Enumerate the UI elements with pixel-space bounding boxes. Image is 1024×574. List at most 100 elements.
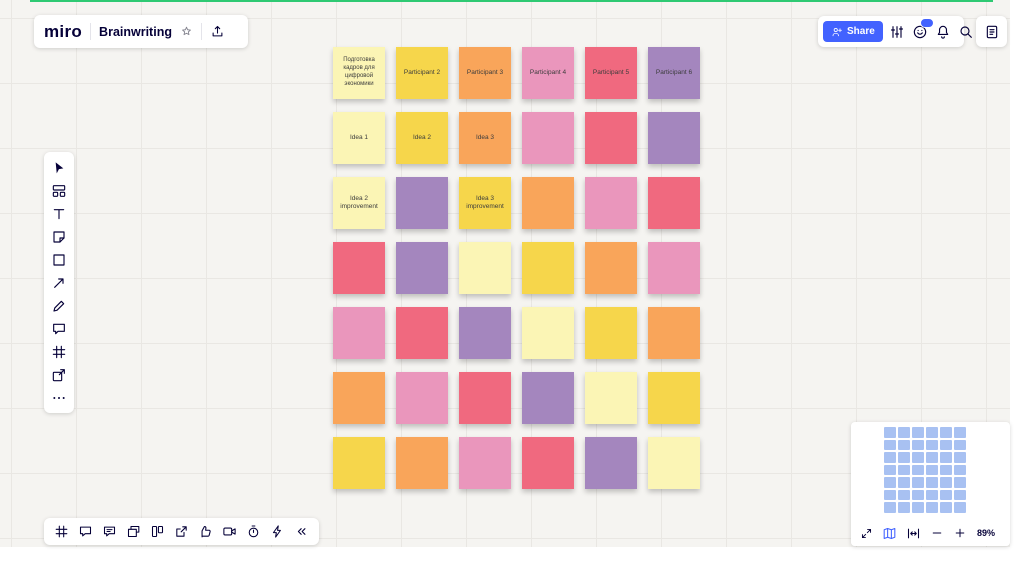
pen-tool-icon <box>51 298 67 314</box>
sticky-note[interactable] <box>522 177 574 229</box>
search-button[interactable] <box>955 21 977 43</box>
filter-views-button[interactable] <box>886 21 908 43</box>
collapse-toolbar-button[interactable] <box>293 523 310 540</box>
reactions-button[interactable] <box>197 523 214 540</box>
notifications-icon <box>935 24 951 40</box>
sticky-note[interactable] <box>459 372 511 424</box>
sticky-note[interactable] <box>396 177 448 229</box>
sticky-note[interactable]: Participant 3 <box>459 47 511 99</box>
zoom-in-icon[interactable] <box>953 526 967 540</box>
share-screen-button[interactable] <box>173 523 190 540</box>
minimap-cell <box>954 439 966 450</box>
fit-to-screen-icon[interactable] <box>906 526 921 541</box>
minimap-toggle-icon[interactable] <box>882 526 897 541</box>
sticky-note[interactable] <box>522 307 574 359</box>
sticky-note[interactable] <box>396 242 448 294</box>
cards-button[interactable] <box>149 523 166 540</box>
sticky-note[interactable] <box>333 437 385 489</box>
minimap-cell <box>926 464 938 475</box>
comments-panel-button[interactable] <box>101 523 118 540</box>
sticky-note[interactable]: Participant 6 <box>648 47 700 99</box>
video-chat-icon <box>222 524 237 539</box>
sticky-note[interactable] <box>585 177 637 229</box>
sticky-note[interactable] <box>648 112 700 164</box>
comment-tool-icon <box>51 321 67 337</box>
pen-tool-button[interactable] <box>47 297 71 314</box>
export-board-icon[interactable] <box>210 24 225 39</box>
sticky-note[interactable]: Participant 5 <box>585 47 637 99</box>
minimap-cell <box>884 489 896 500</box>
sticky-note[interactable] <box>333 242 385 294</box>
sticky-note[interactable] <box>585 372 637 424</box>
connection-line-tool-button[interactable] <box>47 274 71 291</box>
minimap-cell <box>954 452 966 463</box>
sticky-note[interactable] <box>396 372 448 424</box>
minimap-cell <box>912 439 924 450</box>
reactions-icon <box>198 524 213 539</box>
sticky-note[interactable]: Idea 3 <box>459 112 511 164</box>
comments-panel-icon <box>102 524 117 539</box>
timer-button[interactable] <box>245 523 262 540</box>
sticky-note[interactable] <box>585 437 637 489</box>
sticky-note[interactable]: Подготовка кадров для цифровой экономики <box>333 47 385 99</box>
sticky-note[interactable]: Idea 2 <box>396 112 448 164</box>
sticky-note[interactable] <box>333 307 385 359</box>
text-tool-icon <box>51 206 67 222</box>
zoom-out-icon[interactable] <box>930 526 944 540</box>
sticky-note[interactable] <box>585 242 637 294</box>
shapes-tool-button[interactable] <box>47 251 71 268</box>
sticky-note[interactable] <box>522 112 574 164</box>
sticky-note[interactable] <box>648 307 700 359</box>
miro-logo[interactable]: miro <box>44 21 83 41</box>
sticky-note[interactable]: Idea 2 improvement <box>333 177 385 229</box>
frame-tool-button[interactable] <box>47 343 71 360</box>
templates-tool-button[interactable] <box>47 182 71 199</box>
sticky-note[interactable] <box>396 437 448 489</box>
minimap-cell <box>884 427 896 438</box>
comment-tool-button[interactable] <box>47 320 71 337</box>
sticky-note[interactable]: Participant 4 <box>522 47 574 99</box>
sticky-note[interactable] <box>648 437 700 489</box>
sticky-note[interactable] <box>522 242 574 294</box>
sticky-note[interactable] <box>585 112 637 164</box>
sticky-note[interactable] <box>585 307 637 359</box>
sticky-note[interactable] <box>459 437 511 489</box>
fullscreen-icon[interactable] <box>860 527 873 540</box>
chat-button[interactable] <box>77 523 94 540</box>
help-button[interactable] <box>909 17 934 43</box>
sticky-note[interactable] <box>396 307 448 359</box>
sticky-note[interactable] <box>522 437 574 489</box>
timer-icon <box>246 524 261 539</box>
notes-icon[interactable] <box>984 24 1000 40</box>
sticky-note[interactable] <box>648 242 700 294</box>
minimap-grid[interactable] <box>884 427 966 513</box>
minimap-cell <box>940 464 952 475</box>
sticky-note[interactable] <box>648 177 700 229</box>
frames-panel-button[interactable] <box>53 523 70 540</box>
minimap-cell <box>912 427 924 438</box>
bottom-toolbar <box>44 518 319 545</box>
video-chat-button[interactable] <box>221 523 238 540</box>
more-tools-button[interactable] <box>47 389 71 406</box>
board-canvas[interactable]: Подготовка кадров для цифровой экономики… <box>0 0 1010 547</box>
select-tool-button[interactable] <box>47 159 71 176</box>
sticky-note[interactable] <box>648 372 700 424</box>
sticky-note[interactable] <box>522 372 574 424</box>
embed-tool-button[interactable] <box>47 366 71 383</box>
favorite-star-icon[interactable] <box>180 25 193 38</box>
notifications-button[interactable] <box>932 21 954 43</box>
sticky-note[interactable] <box>459 307 511 359</box>
sticky-note[interactable] <box>459 242 511 294</box>
share-button[interactable]: Share <box>823 21 883 42</box>
sticky-note[interactable]: Idea 3 improvement <box>459 177 511 229</box>
minimap-cell <box>954 464 966 475</box>
text-tool-button[interactable] <box>47 205 71 222</box>
board-title[interactable]: Brainwriting <box>99 24 172 39</box>
sticky-note[interactable]: Participant 2 <box>396 47 448 99</box>
voting-button[interactable] <box>269 523 286 540</box>
sticky-note[interactable]: Idea 1 <box>333 112 385 164</box>
sticky-note-tool-button[interactable] <box>47 228 71 245</box>
sticky-note[interactable] <box>333 372 385 424</box>
search-icon <box>958 24 974 40</box>
presentation-mode-button[interactable] <box>125 523 142 540</box>
